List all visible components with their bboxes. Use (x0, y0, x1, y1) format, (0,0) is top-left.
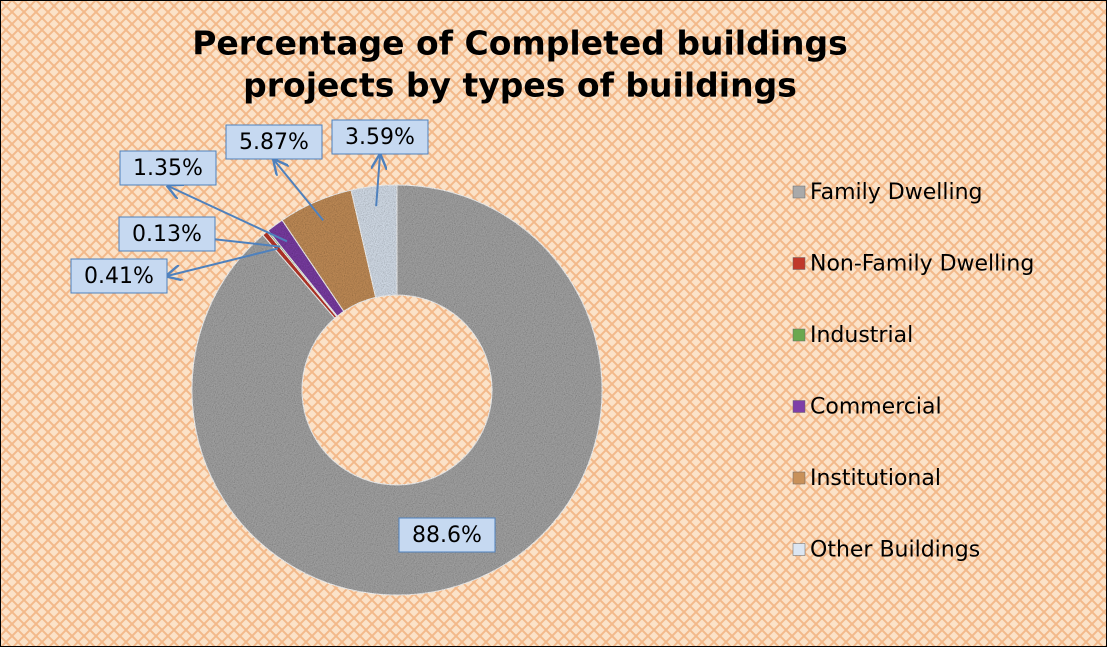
data-label: 0.41% (84, 264, 154, 289)
label-box (119, 150, 217, 186)
legend-swatch (792, 328, 806, 342)
chart-title: projects by types of buildings (243, 66, 797, 105)
label-leader (167, 247, 278, 276)
legend-label: Other Buildings (810, 538, 980, 563)
data-label: 0.13% (132, 222, 202, 247)
legend-label: Family Dwelling (810, 180, 983, 205)
legend-swatch (792, 543, 806, 556)
legend-label: Commercial (810, 395, 942, 420)
label-box (225, 124, 323, 160)
label-box (70, 258, 168, 294)
data-label: 88.6% (412, 523, 482, 548)
legend-swatch (792, 185, 806, 199)
legend-swatch (792, 400, 806, 413)
legend-label: Institutional (810, 466, 941, 491)
legend-label: Non-Family Dwelling (810, 252, 1034, 277)
label-box (118, 216, 216, 252)
donut-slice (350, 184, 398, 299)
legend-swatch (792, 471, 806, 485)
legend-swatch (792, 257, 806, 270)
legend-label: Industrial (810, 323, 913, 348)
label-leader (168, 186, 288, 243)
data-label: 3.59% (345, 125, 415, 150)
data-label: 5.87% (239, 130, 309, 155)
label-leader (376, 155, 380, 207)
label-leader (274, 160, 325, 221)
label-box (331, 119, 429, 155)
chart-title: Percentage of Completed buildings (192, 24, 848, 63)
data-label: 1.35% (133, 156, 203, 181)
label-box (398, 517, 496, 553)
donut-slice (191, 184, 603, 596)
